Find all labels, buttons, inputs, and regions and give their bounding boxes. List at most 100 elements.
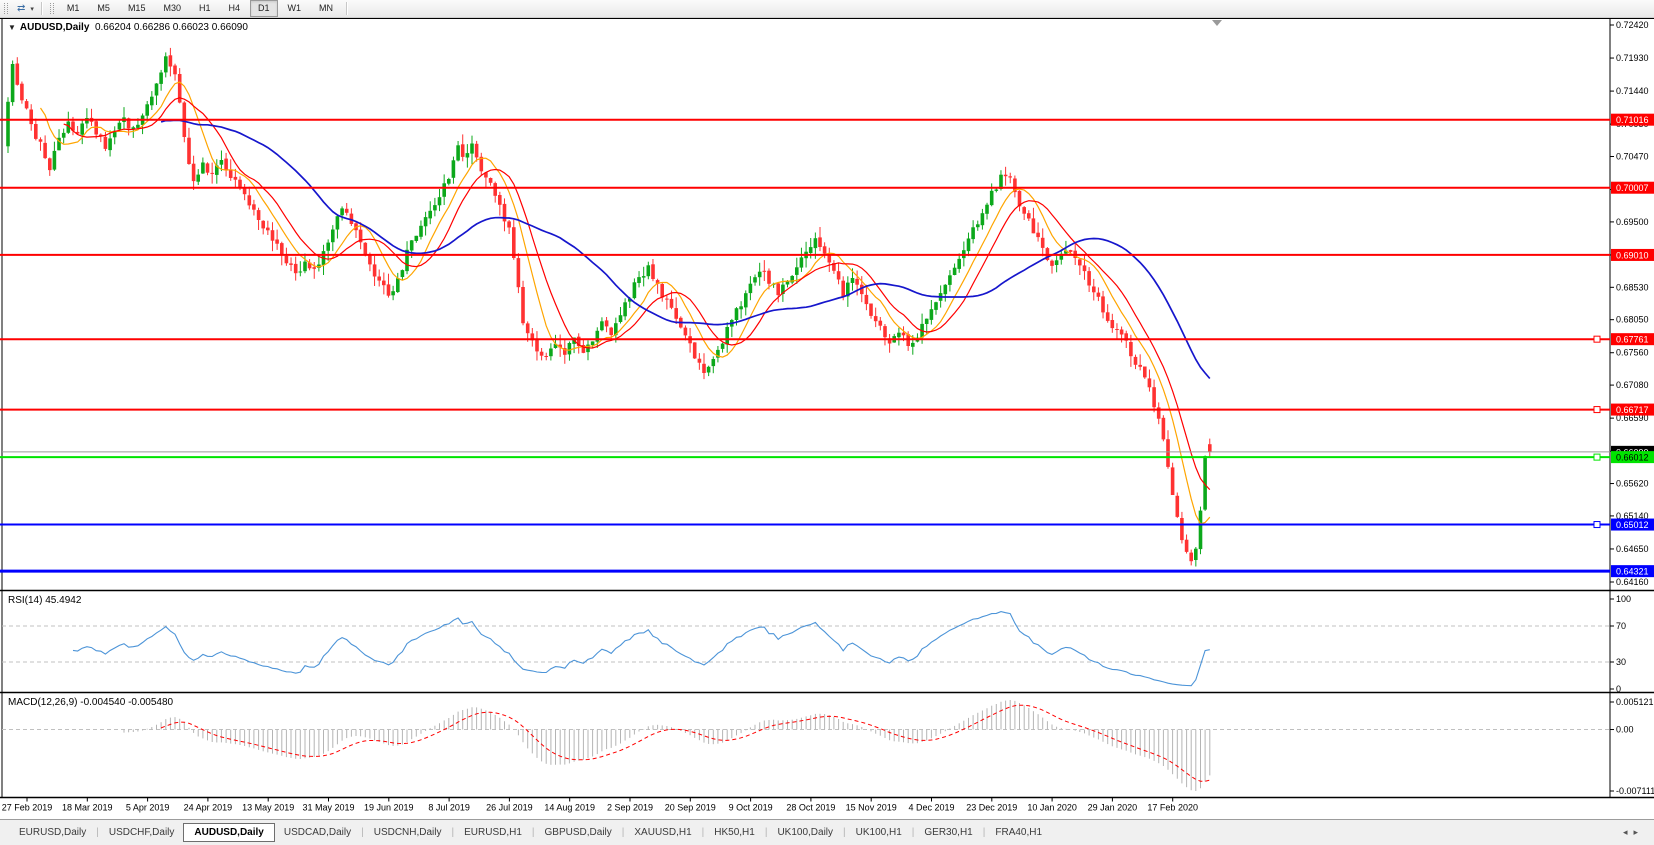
macd-histogram bbox=[123, 700, 1211, 791]
price-tick-label: 0.65620 bbox=[1616, 479, 1649, 489]
macd-signal-line bbox=[160, 704, 1210, 782]
chart-mode-icon[interactable]: ⇄ bbox=[17, 3, 26, 14]
hline-label-0.66012-box bbox=[1611, 451, 1654, 464]
chart-shift-marker[interactable] bbox=[1212, 20, 1222, 26]
timeframe-button-m15[interactable]: M15 bbox=[127, 3, 146, 13]
toolbar-separator bbox=[346, 2, 348, 15]
timeframe-button-m1[interactable]: M1 bbox=[66, 3, 80, 13]
date-label: 26 Jul 2019 bbox=[486, 803, 533, 813]
date-label: 31 May 2019 bbox=[302, 803, 354, 813]
price-tick-label: 0.67080 bbox=[1616, 380, 1649, 390]
tab-fra40-h1[interactable]: FRA40,H1 bbox=[995, 827, 1043, 838]
hline-label-0.70007-text: 0.70007 bbox=[1616, 183, 1649, 193]
tab-eurusd-daily[interactable]: EURUSD,Daily bbox=[19, 827, 87, 838]
price-tick-label: 0.69500 bbox=[1616, 217, 1649, 227]
rsi-line bbox=[72, 611, 1210, 687]
price-tick-label: 0.71440 bbox=[1616, 86, 1649, 96]
hline-label-0.66012-text: 0.66012 bbox=[1616, 453, 1649, 463]
tab-usdchf-daily[interactable]: USDCHF,Daily bbox=[108, 827, 175, 838]
candlestick-series bbox=[6, 47, 1212, 567]
rsi-tick-label: 100 bbox=[1616, 594, 1631, 604]
moving-average-34 bbox=[160, 119, 1211, 380]
chart-window-background bbox=[0, 18, 1654, 819]
timeframe-button-w1[interactable]: W1 bbox=[287, 3, 302, 13]
hline-label-0.69010-box bbox=[1611, 248, 1654, 261]
date-label: 13 May 2019 bbox=[242, 803, 294, 813]
tab-usdcad-daily[interactable]: USDCAD,Daily bbox=[283, 827, 352, 838]
toolbar-grip[interactable] bbox=[49, 3, 54, 14]
tab-gbpusd-daily[interactable]: GBPUSD,Daily bbox=[544, 827, 612, 838]
date-label: 8 Jul 2019 bbox=[428, 803, 470, 813]
tab-separator: | bbox=[982, 827, 986, 838]
hline-label-0.67761-box bbox=[1611, 333, 1654, 346]
toolbar-separator bbox=[40, 2, 42, 15]
timeframe-button-h1[interactable]: H1 bbox=[198, 3, 211, 13]
moving-average-13 bbox=[63, 97, 1211, 491]
date-label: 15 Nov 2019 bbox=[846, 803, 897, 813]
rsi-tick-label: 70 bbox=[1616, 621, 1626, 631]
hline-label-0.65012-box bbox=[1611, 518, 1654, 531]
price-tick-label: 0.67560 bbox=[1616, 348, 1649, 358]
hline-label-0.64321-text: 0.64321 bbox=[1616, 567, 1649, 577]
timeframe-button-d1[interactable]: D1 bbox=[250, 0, 278, 17]
rsi-tick-label: 0 bbox=[1616, 684, 1621, 694]
date-label: 2 Sep 2019 bbox=[607, 803, 653, 813]
timeframe-button-h4[interactable]: H4 bbox=[228, 3, 240, 13]
price-tick-label: 0.64160 bbox=[1616, 577, 1649, 587]
tab-separator: | bbox=[451, 827, 455, 838]
tab-xauusd-h1[interactable]: XAUUSD,H1 bbox=[634, 827, 692, 838]
date-label: 17 Feb 2020 bbox=[1147, 803, 1198, 813]
hline-label-0.71016-box bbox=[1611, 113, 1654, 126]
date-label: 10 Jan 2020 bbox=[1027, 803, 1077, 813]
tab-scroll-left-icon: ◂ bbox=[1622, 827, 1634, 837]
chart-tabs: EURUSD,Daily | USDCHF,Daily AUDUSD,Daily USD… bbox=[10, 823, 1051, 842]
tab-separator: | bbox=[621, 827, 625, 838]
tab-audusd-daily[interactable]: AUDUSD,Daily bbox=[183, 823, 275, 842]
price-tick-label: 0.68050 bbox=[1616, 315, 1649, 325]
timeframe-button-mn[interactable]: MN bbox=[319, 3, 334, 13]
tab-eurusd-h1[interactable]: EURUSD,H1 bbox=[464, 827, 522, 838]
tab-separator: | bbox=[531, 827, 535, 838]
macd-tick-label: 0.005121 bbox=[1616, 697, 1654, 707]
toolbar-grip[interactable] bbox=[4, 3, 8, 14]
tab-uk100-h1[interactable]: UK100,H1 bbox=[855, 827, 902, 838]
chevron-down-icon[interactable]: ▾ bbox=[30, 5, 34, 13]
date-label: 29 Jan 2020 bbox=[1088, 803, 1138, 813]
price-tick-label: 0.68530 bbox=[1616, 282, 1649, 292]
hline-handle-0.65012[interactable] bbox=[1593, 521, 1601, 529]
hline-label-0.66717-text: 0.66717 bbox=[1616, 405, 1649, 415]
tab-separator: | bbox=[701, 827, 705, 838]
hline-handle-0.66717[interactable] bbox=[1593, 406, 1601, 414]
moving-average-8 bbox=[39, 81, 1211, 525]
date-label: 20 Sep 2019 bbox=[665, 803, 716, 813]
chart-tab-bar: EURUSD,Daily | USDCHF,Daily AUDUSD,Daily USD… bbox=[0, 819, 1654, 845]
tab-hk50-h1[interactable]: HK50,H1 bbox=[714, 827, 755, 838]
hline-label-0.66717-box bbox=[1611, 403, 1654, 416]
tab-separator: | bbox=[764, 827, 768, 838]
tab-scroll-arrows[interactable]: ◂▸ bbox=[1623, 827, 1644, 838]
hline-label-0.71016-text: 0.71016 bbox=[1616, 115, 1649, 125]
timeframe-button-m30[interactable]: M30 bbox=[163, 3, 181, 13]
tab-ger30-h1[interactable]: GER30,H1 bbox=[924, 827, 973, 838]
price-tick-label: 0.70470 bbox=[1616, 151, 1649, 161]
tab-scroll-right-icon: ▸ bbox=[1633, 827, 1644, 837]
hline-handle-0.66012[interactable] bbox=[1593, 453, 1601, 461]
timeframe-button-m5[interactable]: M5 bbox=[97, 3, 110, 13]
price-tick-label: 0.65140 bbox=[1616, 511, 1649, 521]
date-label: 24 Apr 2019 bbox=[184, 803, 233, 813]
hline-handle-0.67761[interactable] bbox=[1593, 335, 1601, 343]
date-label: 28 Oct 2019 bbox=[786, 803, 835, 813]
tab-usdcnh-daily[interactable]: USDCNH,Daily bbox=[373, 827, 442, 838]
timeframes-toolbar: ⇄ ▾ M1 M5 M15 M30 H1 H4 D1 W1 MN bbox=[0, 0, 1654, 18]
price-tick-label: 0.71930 bbox=[1616, 53, 1649, 63]
date-label: 19 Jun 2019 bbox=[364, 803, 414, 813]
date-label: 23 Dec 2019 bbox=[966, 803, 1017, 813]
tab-separator: | bbox=[911, 827, 915, 838]
hline-label-0.65012-text: 0.65012 bbox=[1616, 520, 1649, 530]
tab-uk100-daily[interactable]: UK100,Daily bbox=[777, 827, 834, 838]
tab-separator: | bbox=[96, 827, 99, 838]
macd-tick-label: 0.00 bbox=[1616, 725, 1634, 735]
tab-separator: | bbox=[843, 827, 846, 838]
